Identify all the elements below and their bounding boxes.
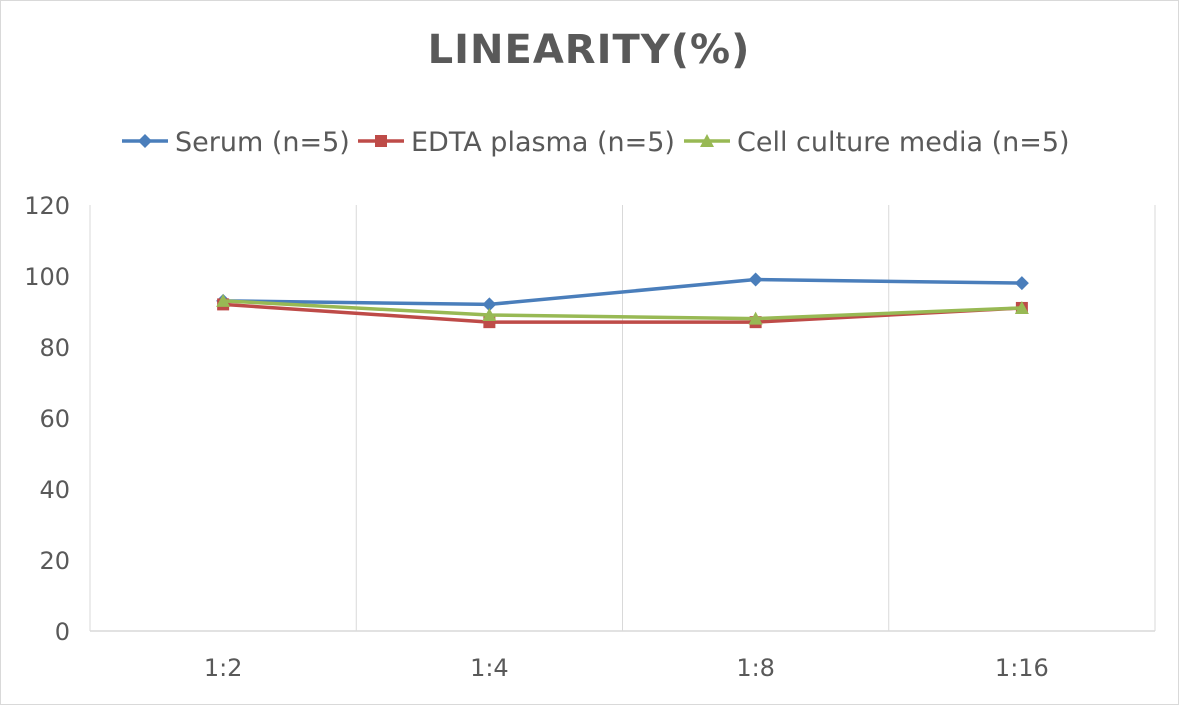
series-line <box>223 299 1022 321</box>
diamond-marker <box>138 134 152 148</box>
diamond-marker <box>482 297 497 312</box>
x-tick-label: 1:4 <box>470 654 509 682</box>
x-tick-label: 1:8 <box>736 654 775 682</box>
diamond-marker <box>1014 276 1029 291</box>
legend-label: Cell culture media (n=5) <box>737 127 1070 158</box>
y-tick-label: 120 <box>24 192 70 220</box>
y-tick-label: 40 <box>39 476 70 504</box>
square-marker <box>375 135 387 147</box>
series-group <box>216 272 1029 329</box>
series-line <box>223 302 1022 324</box>
legend-label: Serum (n=5) <box>175 127 350 158</box>
diamond-marker <box>748 272 763 287</box>
x-tick-label: 1:16 <box>995 654 1049 682</box>
gridlines <box>89 205 1156 632</box>
y-tick-label: 60 <box>39 405 70 433</box>
y-tick-label: 20 <box>39 547 70 575</box>
triangle-marker <box>216 293 231 307</box>
legend-item: Cell culture media (n=5) <box>684 127 1070 158</box>
legend: Serum (n=5) EDTA plasma (n=5) Cell culture… <box>122 127 1070 158</box>
x-axis: 1:2 1:4 1:8 1:16 <box>204 654 1049 682</box>
series-2 <box>216 293 1029 325</box>
legend-item: Serum (n=5) <box>122 127 350 158</box>
y-tick-label: 80 <box>39 334 70 362</box>
y-tick-label: 0 <box>55 618 70 646</box>
x-tick-label: 1:2 <box>204 654 243 682</box>
y-tick-label: 100 <box>24 263 70 291</box>
triangle-marker <box>700 134 714 147</box>
legend-item: EDTA plasma (n=5) <box>358 127 675 158</box>
triangle-marker <box>748 311 763 325</box>
y-axis: 0 20 40 60 80 100 120 <box>24 192 70 646</box>
triangle-marker <box>482 308 497 322</box>
chart-title: LINEARITY(%) <box>428 27 751 73</box>
legend-label: EDTA plasma (n=5) <box>411 127 675 158</box>
triangle-marker <box>1014 300 1029 314</box>
series-line <box>223 277 1022 307</box>
